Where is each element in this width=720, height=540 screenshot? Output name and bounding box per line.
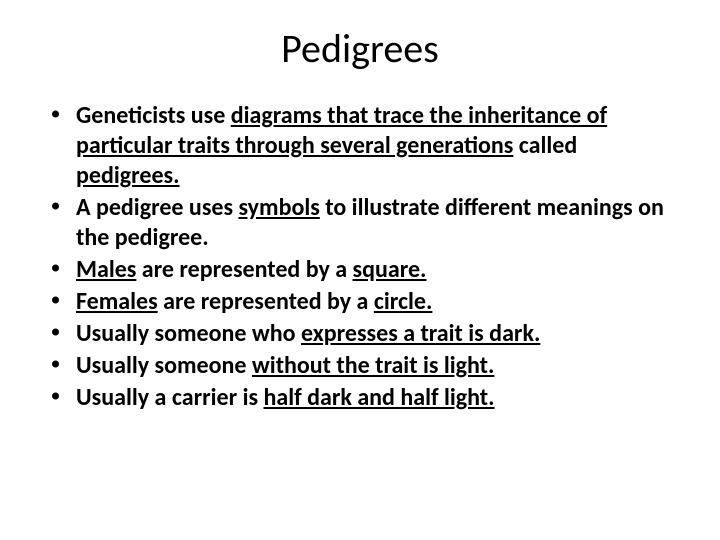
list-item: A pedigree uses symbols to illustrate di… bbox=[48, 193, 680, 253]
list-item: Males are represented by a square. bbox=[48, 255, 680, 285]
text-underlined: half dark and half light. bbox=[263, 383, 494, 412]
list-item: Females are represented by a circle. bbox=[48, 287, 680, 317]
text-underlined: without the trait is light. bbox=[252, 351, 494, 380]
text-plain: Usually someone bbox=[76, 351, 252, 380]
text-plain: Geneticists use bbox=[76, 101, 231, 130]
list-item: Usually someone who expresses a trait is… bbox=[48, 319, 680, 349]
text-underlined: symbols bbox=[238, 193, 319, 222]
text-underlined: square. bbox=[353, 255, 427, 284]
slide: Pedigrees Geneticists use diagrams that … bbox=[0, 0, 720, 540]
text-plain: are represented by a bbox=[136, 255, 352, 284]
text-underlined: expresses a trait is dark. bbox=[301, 319, 540, 348]
page-title: Pedigrees bbox=[40, 24, 680, 73]
text-plain: A pedigree uses bbox=[76, 193, 238, 222]
text-underlined: circle. bbox=[374, 287, 433, 316]
text-plain: called bbox=[513, 131, 577, 160]
text-underlined: Females bbox=[76, 287, 158, 316]
text-plain: are represented by a bbox=[158, 287, 374, 316]
list-item: Geneticists use diagrams that trace the … bbox=[48, 101, 680, 191]
bullet-list: Geneticists use diagrams that trace the … bbox=[40, 101, 680, 413]
text-underlined: Males bbox=[76, 255, 136, 284]
list-item: Usually a carrier is half dark and half … bbox=[48, 383, 680, 413]
text-plain: Usually someone who bbox=[76, 319, 301, 348]
list-item: Usually someone without the trait is lig… bbox=[48, 351, 680, 381]
text-plain: Usually a carrier is bbox=[76, 383, 263, 412]
text-underlined: pedigrees. bbox=[76, 161, 180, 190]
